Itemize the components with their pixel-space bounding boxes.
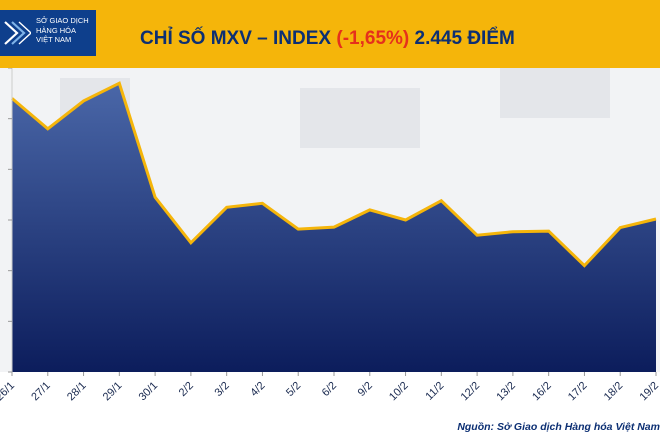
chart-plot: 26/1 27/1 28/1 29/1 30/1 2/2 3/2 4/2 5/2 6/2 9/2 10… xyxy=(0,68,660,403)
x-tick-label: 26/1 xyxy=(0,380,17,404)
x-tick-label: 6/2 xyxy=(320,380,339,399)
x-tick-label: 17/2 xyxy=(566,380,590,404)
series-line xyxy=(11,81,657,268)
x-tick-label: 9/2 xyxy=(356,380,375,399)
x-axis-labels: 26/1 27/1 28/1 29/1 30/1 2/2 3/2 4/2 5/2 6/2 9/2 10… xyxy=(0,372,660,403)
title-suffix: 2.445 ĐIỂM xyxy=(409,28,515,49)
exchange-logo: SỞ GIAO DỊCH HÀNG HÓA VIỆT NAM xyxy=(0,10,96,56)
title-prefix: CHỈ SỐ MXV – INDEX xyxy=(140,28,337,49)
logo-line-2: HÀNG HÓA xyxy=(36,25,77,35)
x-tick-label: 16/2 xyxy=(530,380,554,404)
x-tick-label: 3/2 xyxy=(212,380,231,399)
y-axis-ticks xyxy=(8,68,12,373)
logo-line-3: VIỆT NAM xyxy=(36,35,72,44)
x-tick-label: 30/1 xyxy=(137,380,161,404)
chart-header: SỞ GIAO DỊCH HÀNG HÓA VIỆT NAM CHỈ SỐ MX… xyxy=(0,0,660,68)
logo-chevron-icon xyxy=(4,21,31,45)
x-tick-label: 27/1 xyxy=(29,380,53,404)
x-tick-label: 18/2 xyxy=(602,380,626,404)
source-note: Nguồn: Sở Giao dịch Hàng hóa Việt Nam xyxy=(457,421,660,433)
x-tick-label: 5/2 xyxy=(284,380,303,399)
x-tick-label: 28/1 xyxy=(65,380,89,404)
logo-line-1: SỞ GIAO DỊCH xyxy=(36,16,89,25)
x-tick-label: 4/2 xyxy=(248,380,267,399)
x-tick-label: 19/2 xyxy=(637,380,660,404)
x-tick-label: 10/2 xyxy=(387,380,411,404)
x-tick-label: 2/2 xyxy=(177,380,196,399)
x-tick-label: 11/2 xyxy=(423,380,446,403)
x-tick-label: 29/1 xyxy=(101,380,125,404)
x-tick-label: 12/2 xyxy=(459,380,483,404)
chart-title: CHỈ SỐ MXV – INDEX (-1,65%) 2.445 ĐIỂM xyxy=(140,28,515,50)
logo-text: SỞ GIAO DỊCH HÀNG HÓA VIỆT NAM xyxy=(36,16,94,45)
x-tick-label: 13/2 xyxy=(494,380,518,404)
title-change: (-1,65%) xyxy=(336,28,410,49)
